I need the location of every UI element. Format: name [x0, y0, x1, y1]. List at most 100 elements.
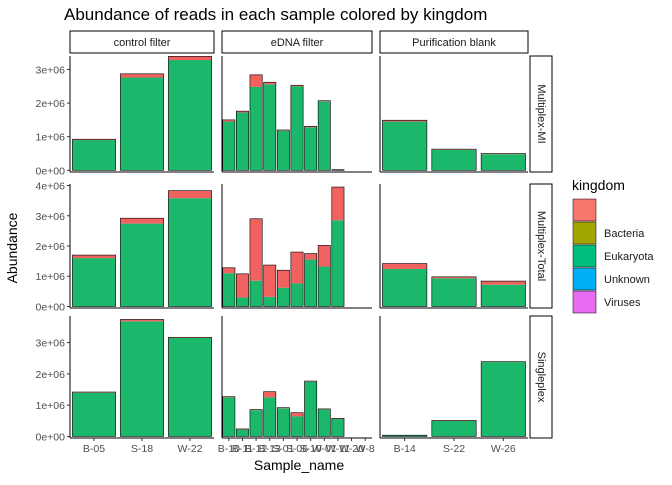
bar-eukaryota-w-26	[481, 361, 526, 437]
bar-eukaryota-b-10	[222, 121, 235, 171]
y-tick-label: 1e+06	[36, 271, 66, 283]
bar-eukaryota-b-14	[382, 268, 427, 307]
bar-unknown-w-26	[481, 153, 526, 155]
bar-eukaryota-b-14	[382, 121, 427, 171]
facet-strip-label: Multiplex-Total	[535, 211, 547, 281]
bar-eukaryota-w-01	[318, 101, 331, 171]
bar-outline	[168, 56, 212, 171]
bar-unknown-s-18	[120, 218, 164, 224]
legend-label: Viruses	[604, 297, 641, 309]
bar-outline	[382, 119, 428, 171]
x-tick-label: S-22	[443, 443, 465, 455]
y-tick-label: 1e+06	[36, 400, 66, 412]
bar-outline	[290, 84, 304, 171]
bar-unknown-b-11	[236, 273, 249, 298]
bar-eukaryota-s-22	[431, 149, 477, 171]
bar-unknown-s-06	[290, 252, 304, 284]
bar-eukaryota-s-01	[277, 408, 290, 437]
y-tick-label: 4e+06	[36, 181, 66, 193]
bar-outline	[304, 253, 318, 307]
bar-outline	[480, 153, 526, 171]
facet-strip-label: Multiplex-MI	[535, 84, 547, 143]
bar-unknown-w-22	[168, 56, 212, 61]
bar-outline	[168, 336, 212, 437]
bar-eukaryota-s-06	[290, 416, 304, 437]
bar-unknown-w-01	[318, 100, 331, 102]
bar-eukaryota-w-26	[481, 154, 526, 171]
bar-eukaryota-s-18	[120, 321, 164, 437]
bar-unknown-w-11	[331, 187, 345, 221]
y-tick-label: 0e+00	[36, 165, 66, 177]
bar-unknown-b-05	[72, 392, 116, 393]
bar-eukaryota-w-22	[168, 198, 212, 307]
y-tick-label: 3e+06	[36, 211, 66, 223]
bar-unknown-b-14	[382, 263, 427, 269]
bar-unknown-s-18	[120, 319, 164, 322]
x-tick-label: S-10	[300, 443, 322, 455]
bar-unknown-s-01	[277, 407, 290, 409]
bar-unknown-w-22	[168, 337, 212, 338]
bar-unknown-s-10	[304, 253, 317, 260]
bar-eukaryota-b-10	[222, 273, 235, 307]
bar-eukaryota-w-11	[331, 169, 345, 171]
y-tick-label: 0e+00	[36, 301, 66, 313]
bar-outline	[222, 396, 236, 437]
bar-eukaryota-b-11	[236, 297, 249, 307]
bar-eukaryota-s-22	[431, 278, 477, 307]
bar-outline	[290, 251, 304, 307]
bar-outline	[263, 81, 277, 171]
bar-unknown-b-10	[222, 119, 235, 122]
bar-outline	[222, 267, 236, 307]
x-tick-label: W-11	[326, 443, 350, 455]
bar-eukaryota-b-11	[236, 112, 249, 171]
bar-unknown-s-01	[277, 270, 290, 288]
bar-unknown-b-12	[249, 409, 263, 411]
legend-key-bacteria	[572, 221, 597, 245]
bar-eukaryota-s-01	[277, 287, 290, 307]
bar-eukaryota-b-11	[236, 429, 249, 437]
bar-unknown-b-11	[236, 428, 249, 430]
y-axis-title: Abundance	[4, 212, 20, 283]
bar-eukaryota-s-22	[431, 420, 477, 437]
legend-label: Eukaryota	[604, 251, 654, 263]
bar-outline	[263, 264, 277, 307]
bar-outline	[480, 361, 526, 437]
bar-eukaryota-w-11	[331, 418, 345, 437]
bar-eukaryota-w-22	[168, 337, 212, 437]
x-tick-label: W-01	[312, 443, 337, 455]
x-tick-label: W-22	[178, 443, 203, 455]
bar-unknown-w-26	[481, 281, 526, 285]
bar-outline	[317, 245, 331, 307]
legend-key-viruses	[572, 290, 597, 314]
bar-eukaryota-s-18	[120, 77, 164, 171]
x-tick-label: W-8	[356, 443, 375, 455]
bar-outline	[236, 273, 249, 307]
facet-strip-multiplex-mi	[529, 55, 553, 173]
bar-outline	[72, 138, 116, 171]
bar-outline	[331, 417, 345, 437]
bar-eukaryota-s-06	[290, 283, 304, 307]
bar-outline	[480, 280, 526, 307]
bar-eukaryota-b-10	[222, 397, 235, 437]
bar-eukaryota-s-18	[120, 223, 164, 307]
x-tick-label: S-06	[286, 443, 308, 455]
bar-eukaryota-b-05	[72, 392, 116, 437]
bar-outline	[431, 276, 477, 307]
bar-unknown-s-06	[290, 85, 304, 87]
bar-eukaryota-b-13	[263, 296, 276, 307]
bar-eukaryota-b-13	[263, 397, 276, 437]
bar-unknown-b-13	[263, 82, 276, 85]
facet-strip-label: eDNA filter	[271, 37, 324, 49]
legend-title: kingdom	[572, 177, 625, 193]
bar-outline	[120, 217, 164, 307]
bar-outline	[331, 186, 345, 307]
bar-unknown-s-01	[277, 129, 290, 131]
x-tick-label: S-01	[272, 443, 294, 455]
bar-outline	[222, 119, 236, 171]
bar-eukaryota-s-06	[290, 86, 304, 171]
bar-outline	[263, 391, 277, 437]
x-tick-label: W-26	[491, 443, 516, 455]
y-tick-label: 3e+06	[36, 338, 66, 350]
x-tick-label: B-12	[245, 443, 267, 455]
